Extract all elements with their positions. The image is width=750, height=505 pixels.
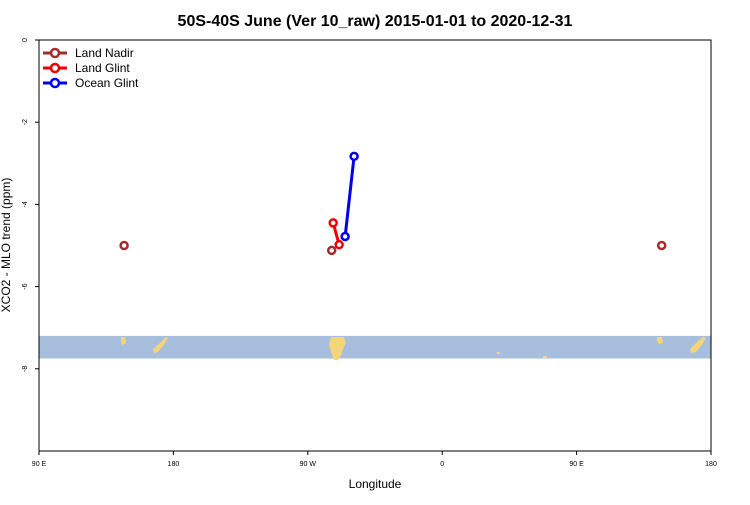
- ocean-glint-point: [349, 151, 359, 162]
- y-tick-label: -8: [22, 366, 29, 372]
- y-tick-label: 0: [22, 38, 29, 42]
- plot-frame: [38, 39, 712, 452]
- land-glint-point: [334, 239, 344, 250]
- x-tick-label: 180: [705, 461, 717, 468]
- x-axis-label: Longitude: [349, 477, 402, 491]
- land-nadir-point: [656, 240, 667, 251]
- legend-label-land-glint: Land Glint: [75, 61, 130, 75]
- land-patch-7: [690, 337, 706, 353]
- ocean-glint-line: [343, 156, 356, 237]
- land-patch-6: [657, 337, 663, 344]
- legend-marker-land-glint: [49, 62, 61, 74]
- x-tick-label: 90 E: [569, 461, 584, 468]
- y-axis-label: XCO2 - MLO trend (ppm): [0, 178, 13, 313]
- x-tick-label: 90 W: [300, 461, 317, 468]
- x-tick-label: 90 E: [32, 461, 47, 468]
- legend-label-ocean-glint: Ocean Glint: [75, 76, 139, 90]
- land-nadir-point: [119, 240, 129, 251]
- land-nadir-point: [326, 245, 337, 256]
- axes: 90 E 180 90 W 0 90 E 180 0 -2 -4 -6 -8: [22, 38, 717, 468]
- y-tick-label: -6: [22, 283, 29, 289]
- ocean-band: [39, 335, 711, 359]
- map-strip: [39, 335, 711, 360]
- y-tick-label: -4: [22, 201, 29, 207]
- plot-series: [119, 151, 667, 256]
- y-tick-label: -2: [22, 119, 29, 125]
- land-patch-3: [329, 337, 346, 360]
- x-tick-label: 0: [440, 461, 444, 468]
- ocean-glint-point: [340, 231, 350, 242]
- x-tick-label: 180: [168, 461, 180, 468]
- land-patch-5: [543, 356, 547, 358]
- land-patch-4: [497, 352, 500, 354]
- chart-title: 50S-40S June (Ver 10_raw) 2015-01-01 to …: [178, 13, 573, 30]
- land-patch-2: [153, 337, 168, 353]
- land-glint-point: [328, 218, 338, 228]
- legend-label-land-nadir: Land Nadir: [75, 46, 134, 60]
- land-patch-1: [121, 337, 126, 345]
- legend-marker-land-nadir: [49, 47, 61, 59]
- legend-marker-ocean-glint: [49, 77, 61, 89]
